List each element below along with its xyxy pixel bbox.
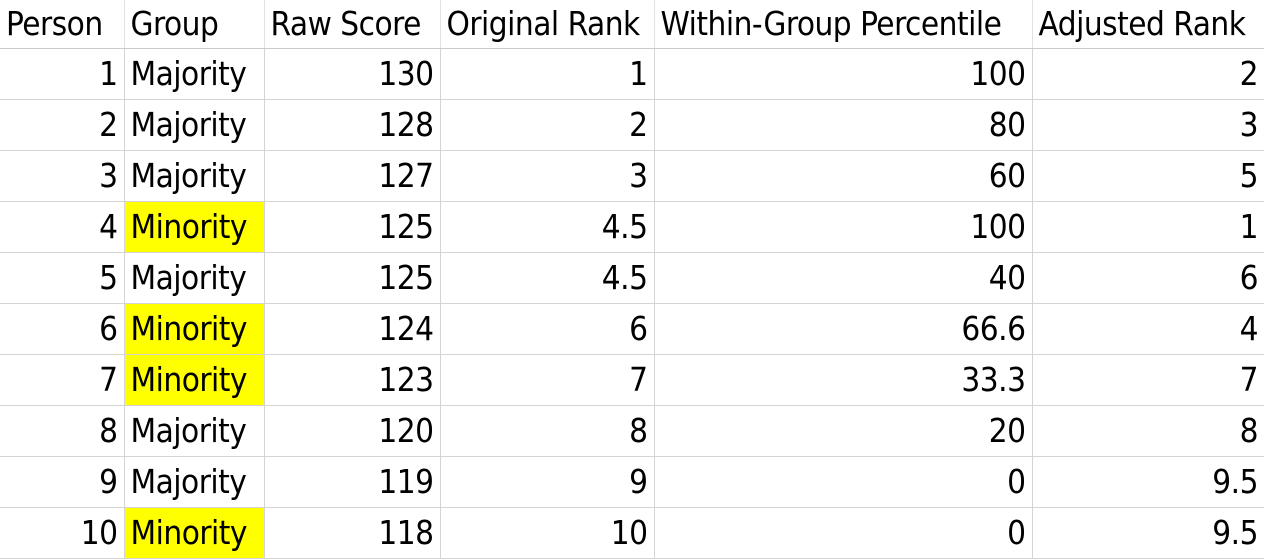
table-row: 8 Majority 120 8 20 8	[0, 405, 1264, 457]
adjusted-rank-cell[interactable]: 4	[1032, 303, 1264, 355]
original-rank-cell[interactable]: 8	[440, 405, 655, 457]
original-rank-cell[interactable]: 1	[440, 48, 655, 100]
person-cell[interactable]: 2	[0, 99, 125, 151]
percentile-cell[interactable]: 100	[654, 201, 1033, 253]
table-row: 3 Majority 127 3 60 5	[0, 150, 1264, 202]
table-row: 4 Minority 125 4.5 100 1	[0, 201, 1264, 253]
group-cell[interactable]: Minority	[124, 201, 265, 253]
adjusted-rank-cell[interactable]: 3	[1032, 99, 1264, 151]
percentile-cell[interactable]: 40	[654, 252, 1033, 304]
table-row: 5 Majority 125 4.5 40 6	[0, 252, 1264, 304]
original-rank-cell[interactable]: 7	[440, 354, 655, 406]
person-cell[interactable]: 9	[0, 456, 125, 508]
raw-score-cell[interactable]: 120	[264, 405, 441, 457]
percentile-cell[interactable]: 33.3	[654, 354, 1033, 406]
group-cell[interactable]: Majority	[124, 405, 265, 457]
raw-score-cell[interactable]: 124	[264, 303, 441, 355]
group-cell[interactable]: Majority	[124, 99, 265, 151]
adjusted-rank-cell[interactable]: 8	[1032, 405, 1264, 457]
group-cell[interactable]: Majority	[124, 456, 265, 508]
adjusted-rank-cell[interactable]: 5	[1032, 150, 1264, 202]
original-rank-cell[interactable]: 2	[440, 99, 655, 151]
group-cell[interactable]: Minority	[124, 507, 265, 559]
percentile-cell[interactable]: 100	[654, 48, 1033, 100]
header-row: Person Group Raw Score Original Rank Wit…	[0, 0, 1264, 49]
person-cell[interactable]: 6	[0, 303, 125, 355]
person-cell[interactable]: 8	[0, 405, 125, 457]
person-cell[interactable]: 3	[0, 150, 125, 202]
raw-score-cell[interactable]: 118	[264, 507, 441, 559]
person-cell[interactable]: 10	[0, 507, 125, 559]
header-original-rank[interactable]: Original Rank	[440, 0, 655, 49]
adjusted-rank-cell[interactable]: 2	[1032, 48, 1264, 100]
header-within-group-percentile[interactable]: Within-Group Percentile	[654, 0, 1033, 49]
table-row: 2 Majority 128 2 80 3	[0, 99, 1264, 151]
adjusted-rank-cell[interactable]: 1	[1032, 201, 1264, 253]
table-row: 7 Minority 123 7 33.3 7	[0, 354, 1264, 406]
raw-score-cell[interactable]: 119	[264, 456, 441, 508]
raw-score-cell[interactable]: 125	[264, 201, 441, 253]
original-rank-cell[interactable]: 10	[440, 507, 655, 559]
table-row: 9 Majority 119 9 0 9.5	[0, 456, 1264, 508]
percentile-cell[interactable]: 66.6	[654, 303, 1033, 355]
header-adjusted-rank[interactable]: Adjusted Rank	[1032, 0, 1264, 49]
adjusted-rank-cell[interactable]: 6	[1032, 252, 1264, 304]
percentile-cell[interactable]: 60	[654, 150, 1033, 202]
person-cell[interactable]: 4	[0, 201, 125, 253]
raw-score-cell[interactable]: 128	[264, 99, 441, 151]
table-row: 6 Minority 124 6 66.6 4	[0, 303, 1264, 355]
percentile-cell[interactable]: 0	[654, 507, 1033, 559]
table-body: 1 Majority 130 1 100 2 2 Majority 128 2 80 3 3 Majori…	[0, 48, 1264, 559]
original-rank-cell[interactable]: 6	[440, 303, 655, 355]
header-raw-score[interactable]: Raw Score	[264, 0, 441, 49]
group-cell[interactable]: Majority	[124, 48, 265, 100]
raw-score-cell[interactable]: 130	[264, 48, 441, 100]
percentile-cell[interactable]: 20	[654, 405, 1033, 457]
table-row: 1 Majority 130 1 100 2	[0, 48, 1264, 100]
group-cell[interactable]: Majority	[124, 150, 265, 202]
group-cell[interactable]: Minority	[124, 354, 265, 406]
adjusted-rank-cell[interactable]: 7	[1032, 354, 1264, 406]
raw-score-cell[interactable]: 127	[264, 150, 441, 202]
person-cell[interactable]: 1	[0, 48, 125, 100]
original-rank-cell[interactable]: 3	[440, 150, 655, 202]
person-cell[interactable]: 7	[0, 354, 125, 406]
percentile-cell[interactable]: 0	[654, 456, 1033, 508]
header-group[interactable]: Group	[124, 0, 265, 49]
group-cell[interactable]: Minority	[124, 303, 265, 355]
original-rank-cell[interactable]: 4.5	[440, 201, 655, 253]
header-person[interactable]: Person	[0, 0, 125, 49]
raw-score-cell[interactable]: 123	[264, 354, 441, 406]
original-rank-cell[interactable]: 4.5	[440, 252, 655, 304]
adjusted-rank-cell[interactable]: 9.5	[1032, 456, 1264, 508]
table-row: 10 Minority 118 10 0 9.5	[0, 507, 1264, 559]
original-rank-cell[interactable]: 9	[440, 456, 655, 508]
person-cell[interactable]: 5	[0, 252, 125, 304]
raw-score-cell[interactable]: 125	[264, 252, 441, 304]
adjusted-rank-cell[interactable]: 9.5	[1032, 507, 1264, 559]
table-header: Person Group Raw Score Original Rank Wit…	[0, 0, 1264, 49]
group-cell[interactable]: Majority	[124, 252, 265, 304]
percentile-cell[interactable]: 80	[654, 99, 1033, 151]
